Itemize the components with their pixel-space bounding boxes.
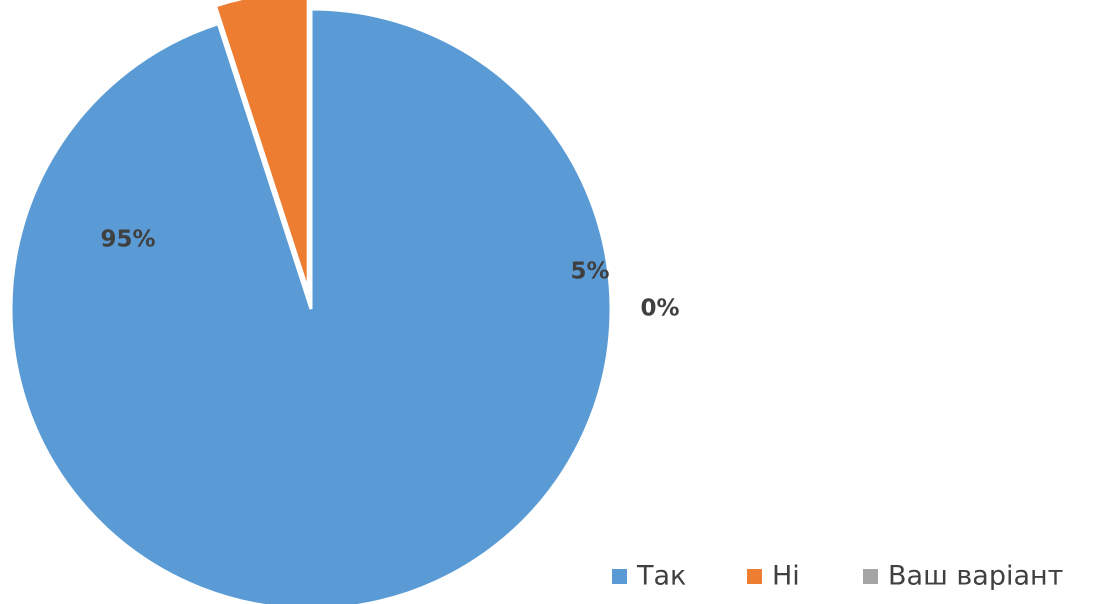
- legend-item-vash-variant: Ваш варіант: [863, 561, 1063, 592]
- pie-slice-tak: [9, 7, 613, 604]
- pie-slices: [9, 0, 613, 604]
- data-label-vash-variant: 0%: [640, 296, 679, 322]
- legend-swatch-ni: [747, 569, 762, 584]
- chart-legend: Так Ні Ваш варіант: [612, 561, 1063, 592]
- legend-item-tak: Так: [612, 561, 686, 592]
- legend-label-vash-variant: Ваш варіант: [888, 561, 1063, 592]
- data-label-tak: 95%: [100, 227, 155, 253]
- legend-label-ni: Ні: [772, 561, 800, 592]
- pie-data-labels: 95% 5% 0%: [100, 227, 679, 322]
- pie-slice-ni: [213, 0, 310, 292]
- legend-swatch-tak: [612, 569, 627, 584]
- legend-item-ni: Ні: [747, 561, 800, 592]
- legend-swatch-vash-variant: [863, 569, 878, 584]
- data-label-ni: 5%: [570, 259, 609, 285]
- legend-label-tak: Так: [636, 561, 686, 592]
